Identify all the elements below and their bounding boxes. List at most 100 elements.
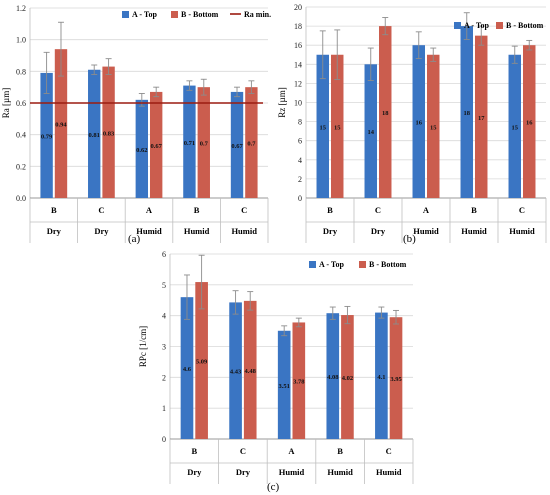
bar-bottom <box>475 35 488 199</box>
data-label: 15 <box>334 124 341 131</box>
bar-top <box>229 302 242 439</box>
x-group-label: Humid <box>184 226 210 236</box>
data-label: 0.7 <box>247 141 256 148</box>
x-group-label: Humid <box>327 467 353 477</box>
bar-top <box>508 54 521 198</box>
data-label: 18 <box>382 110 389 117</box>
y-tick-label: 2 <box>298 175 302 184</box>
legend-label: B - Bottom <box>369 260 407 269</box>
bar-top <box>326 313 340 439</box>
bar-top <box>375 312 388 439</box>
y-tick-label: 16 <box>294 41 302 50</box>
legend-swatch <box>496 22 503 29</box>
y-tick-label: 1.2 <box>16 4 26 13</box>
x-group-label: Dry <box>371 226 386 236</box>
bar-bottom <box>292 322 306 439</box>
y-axis-label: Rz [µm] <box>277 87 287 117</box>
legend-label: A - Top <box>464 21 489 30</box>
bar-top <box>230 91 244 198</box>
x-category-label: A <box>288 446 295 456</box>
bar-top <box>183 85 196 198</box>
data-label: 0.71 <box>184 140 195 147</box>
y-tick-label: 12 <box>294 79 302 88</box>
legend-swatch <box>309 261 316 268</box>
x-category-label: C <box>519 205 525 215</box>
x-group-label: Humid <box>376 467 402 477</box>
data-label: 4.02 <box>342 375 353 382</box>
y-tick-label: 2 <box>162 373 166 382</box>
bar-bottom <box>379 26 392 198</box>
y-tick-label: 20 <box>294 3 302 12</box>
x-group-label: Dry <box>236 467 251 477</box>
legend-swatch <box>171 11 178 18</box>
x-category-label: B <box>337 446 343 456</box>
x-group-label: Dry <box>94 226 109 236</box>
y-tick-label: 6 <box>298 137 302 146</box>
x-category-label: C <box>386 446 392 456</box>
data-label: 3.51 <box>278 383 289 390</box>
y-axis-label: RPc [1/cm] <box>138 326 148 367</box>
legend-swatch <box>454 22 461 29</box>
x-category-label: C <box>375 205 381 215</box>
bar-bottom <box>54 49 68 198</box>
data-label: 0.94 <box>55 122 67 129</box>
data-label: 4.08 <box>327 374 339 381</box>
data-label: 16 <box>416 120 423 127</box>
y-tick-label: 10 <box>294 99 302 108</box>
bar-top <box>40 72 53 198</box>
legend-label: B - Bottom <box>506 21 544 30</box>
bar-bottom <box>245 87 258 198</box>
legend-swatch <box>122 11 129 18</box>
x-group-label: Humid <box>231 226 257 236</box>
y-tick-label: 8 <box>298 118 302 127</box>
data-label: 4.1 <box>377 374 385 381</box>
data-label: 0.79 <box>41 133 53 140</box>
data-label: 3.78 <box>293 379 305 386</box>
x-category-label: B <box>51 205 57 215</box>
caption-b: (b) <box>403 233 416 245</box>
y-tick-label: 6 <box>162 250 166 259</box>
chart-rz: 0 2 4 6 8 10 12 14 16 18 20 Rz [µm] B Dry C Dry A Humid B H… <box>277 3 547 243</box>
y-tick-label: 4 <box>298 156 302 165</box>
data-label: 0.62 <box>136 147 147 154</box>
data-label: 15 <box>430 124 437 131</box>
bar-bottom <box>150 91 163 198</box>
bar-top <box>277 330 291 439</box>
data-label: 15 <box>320 124 327 131</box>
x-group-label: Humid <box>413 226 439 236</box>
bar-bottom <box>102 66 115 198</box>
y-tick-label: 1 <box>162 404 166 413</box>
bar-top <box>412 45 425 199</box>
panel-b: 0 2 4 6 8 10 12 14 16 18 20 Rz [µm] B Dry C Dry A Humid B H… <box>276 0 550 248</box>
panel-c: 0 1 2 3 4 5 6 RPc [1/cm] B Dry C Dry A Humid B Humid C Hu… <box>135 248 415 495</box>
x-category-label: B <box>327 205 333 215</box>
y-tick-label: 0 <box>162 435 166 444</box>
data-label: 15 <box>512 124 519 131</box>
data-label: 4.48 <box>245 368 257 375</box>
y-tick-label: 0.4 <box>16 131 26 140</box>
chart-ra: 0.0 0.2 0.4 0.6 0.8 1.0 1.2 Ra [µm] B Dry C Dry A Hum… <box>1 4 271 243</box>
legend-swatch <box>359 261 366 268</box>
data-label: 0.67 <box>151 143 163 150</box>
caption-c: (c) <box>267 481 280 493</box>
y-tick-label: 4 <box>162 312 166 321</box>
x-group-label: Dry <box>47 226 62 236</box>
bar-top <box>364 64 377 198</box>
y-axis-label: Ra [µm] <box>1 88 11 118</box>
y-tick-label: 0.6 <box>16 99 26 108</box>
bar-top <box>135 99 148 198</box>
x-group-label: Dry <box>323 226 338 236</box>
data-label: 17 <box>478 115 485 122</box>
bar-bottom <box>243 300 257 439</box>
legend-label: B - Bottom <box>181 10 219 19</box>
y-tick-label: 1.0 <box>16 36 26 45</box>
panel-a: 0.0 0.2 0.4 0.6 0.8 1.0 1.2 Ra [µm] B Dry C Dry A Hum… <box>0 0 276 248</box>
y-tick-label: 5 <box>162 281 166 290</box>
data-label: 0.7 <box>200 141 209 148</box>
data-label: 14 <box>368 129 375 136</box>
bar-bottom <box>197 87 210 198</box>
x-group-label: Humid <box>279 467 305 477</box>
y-tick-label: 0.8 <box>16 67 26 76</box>
x-category-label: A <box>146 205 153 215</box>
